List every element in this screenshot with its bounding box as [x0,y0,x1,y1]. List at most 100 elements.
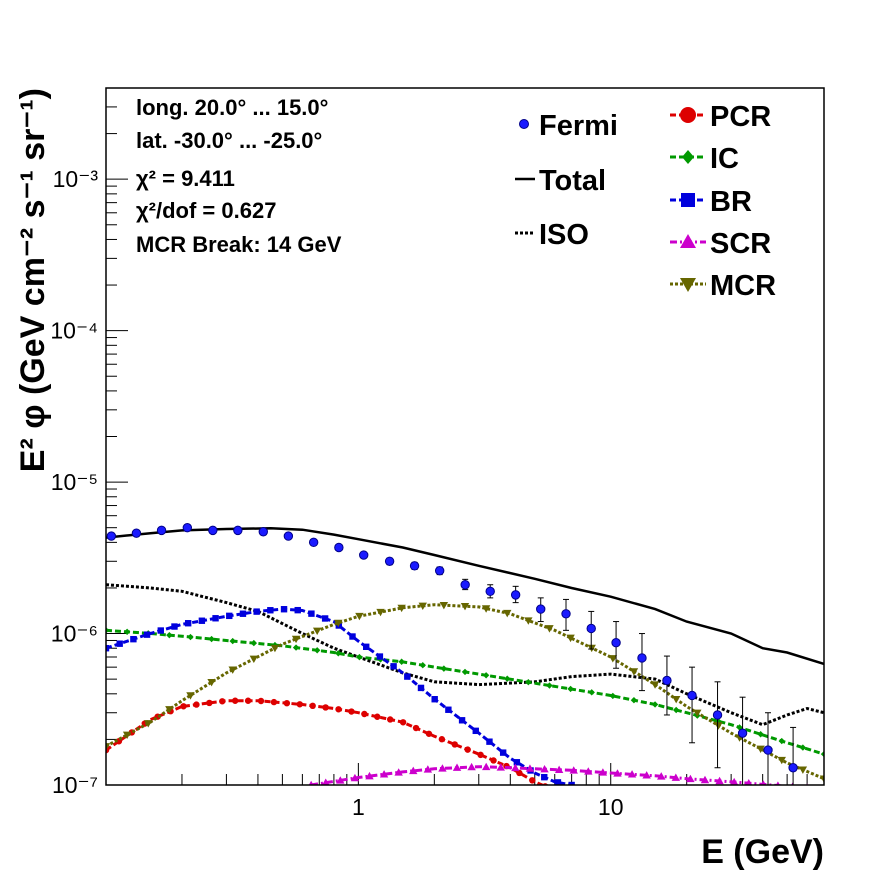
legend-label-total: Total [539,165,606,197]
fermi-point [460,580,470,590]
series-marker-ic [166,631,173,639]
series-marker-scr [409,766,418,775]
series-marker-scr [540,764,549,773]
series-marker-br [116,640,123,647]
series-marker-ic [250,639,258,647]
series-marker-mcr [693,709,702,718]
series-marker-pcr [361,710,368,718]
legend-symbol-fermi [519,119,529,129]
series-marker-mcr [397,604,406,613]
series-marker-mcr [629,668,639,676]
fermi-point [485,586,495,597]
series-marker-pcr [425,730,433,737]
series-marker-mcr [481,605,491,613]
series-marker-ic [440,665,448,672]
series-marker-mcr [756,745,765,754]
series-marker-ic [651,701,659,708]
series-marker-mcr [228,666,237,674]
series-marker-scr [598,768,608,776]
fermi-point [208,525,218,536]
series-marker-pcr [180,703,187,710]
series-line-pcr [106,699,546,785]
series-marker-pcr [374,713,381,720]
series-marker-ic [820,750,824,758]
series-marker-pcr [490,757,497,764]
series-marker-pcr [270,698,278,706]
series-marker-ic [482,672,490,679]
series-marker-scr [791,782,794,785]
series-marker-mcr [671,695,681,704]
series-marker-scr [525,764,535,772]
series-total [106,527,824,666]
axis-ticks [105,87,825,786]
fermi-point [586,623,596,634]
series-marker-mcr [106,743,111,751]
series-marker-br [308,610,315,617]
axis-tick-labels: 1 10 10⁻⁷ 10⁻⁶ 10⁻⁵ 10⁻⁴ 10⁻³ [50,166,623,820]
model-curves [106,527,824,785]
fermi-point [258,527,268,537]
legend-symbol-mcr [680,278,696,292]
fermi-point [182,522,193,533]
series-marker-scr [554,765,564,773]
series-marker-scr [496,763,505,771]
series-marker-pcr [348,708,355,715]
series-marker-br [226,612,233,620]
series-marker-ic [356,653,363,661]
series-marker-pcr [529,777,536,784]
annotation-latitude: lat. -30.0° ... -25.0° [136,128,322,153]
fermi-point [106,531,117,541]
fermi-point [536,604,546,614]
series-marker-pcr [399,719,407,726]
series-marker-pcr [219,698,226,705]
x-tick-label: 10 [598,794,624,820]
series-marker-br [106,645,110,652]
series-marker-mcr [714,722,723,730]
series-marker-ic [187,633,194,641]
series-marker-mcr [376,608,385,617]
series-marker-pcr [542,783,549,785]
series-marker-mcr [355,612,364,621]
series-marker-pcr [386,716,394,723]
series-marker-scr [657,772,666,780]
annotation-chi2-dof: χ²/dof = 0.627 [136,198,276,223]
series-marker-br [184,620,192,627]
series-marker-scr [715,776,724,785]
series-marker-ic [292,644,300,651]
series-marker-br [458,717,466,724]
series-marker-pcr [283,699,291,707]
fermi-point [359,550,369,560]
series-marker-br [130,635,137,643]
series-marker-ic [504,675,511,682]
series-marker-br [390,663,397,670]
series-marker-ic [106,627,110,634]
series-marker-scr [308,780,314,785]
series-marker-mcr [165,706,174,714]
series-marker-pcr [257,697,265,705]
fermi-point [384,556,395,566]
series-marker-pcr [451,741,458,748]
fermi-point [233,525,243,536]
y-tick-label: 10⁻³ [53,166,99,192]
series-marker-pcr [322,704,329,711]
series-line-iso [106,583,824,727]
series-marker-mcr [566,634,575,643]
fermi-point [763,745,773,755]
series-marker-scr [394,768,403,776]
series-marker-mcr [777,756,786,765]
fermi-point [561,609,571,619]
series-line-total [106,527,824,666]
x-axis-title: E (GeV) [701,833,824,871]
series-marker-scr [730,777,739,785]
series-marker-ic [229,637,236,645]
series-marker-pcr [296,701,303,708]
x-tick-label: 1 [352,794,365,820]
series-marker-pcr [335,706,342,713]
series-marker-scr [613,769,622,777]
series-marker-scr [745,779,753,785]
series-marker-br [568,781,575,785]
series-marker-br [198,617,206,624]
series-marker-mcr [249,655,259,664]
series-marker-scr [627,770,637,778]
series-marker-mcr [186,692,195,700]
